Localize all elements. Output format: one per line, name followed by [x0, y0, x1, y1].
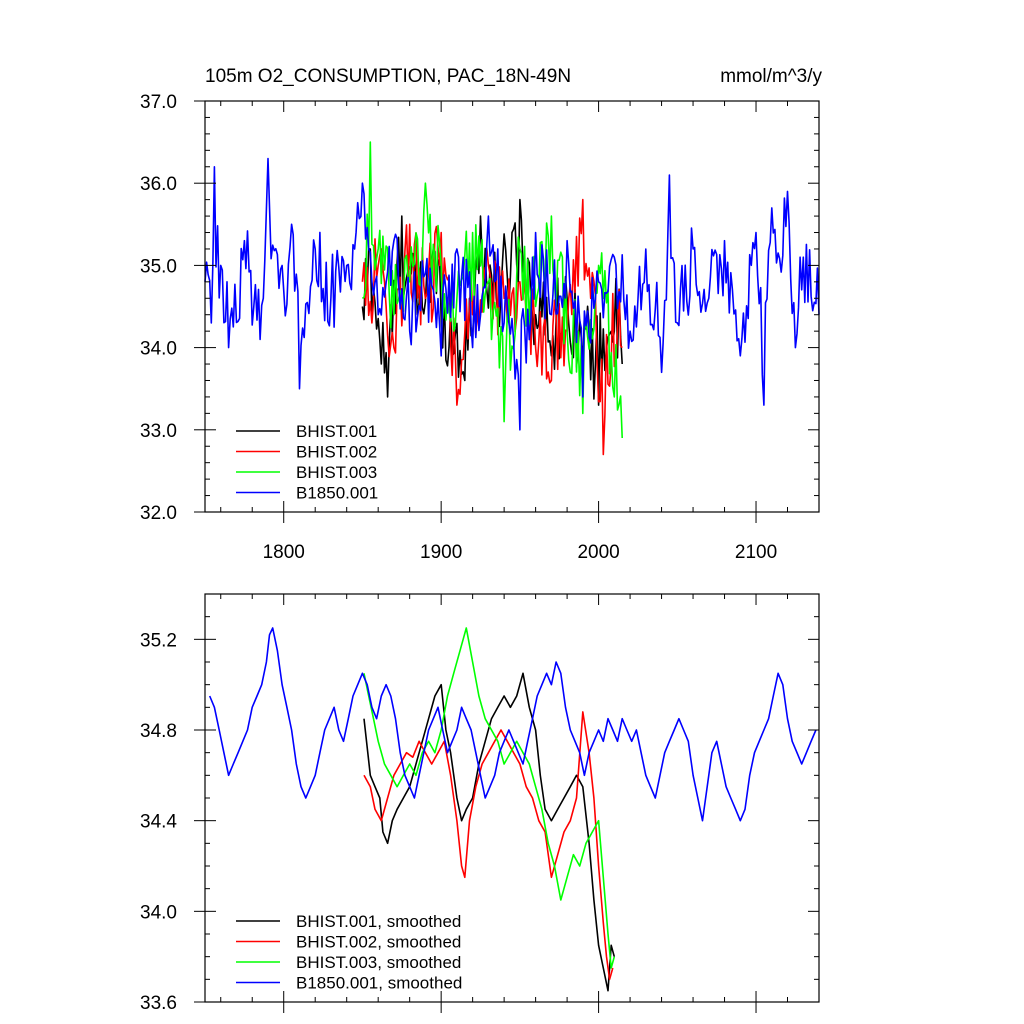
legend-entry-b1850-001: B1850.001	[296, 484, 378, 503]
legend-entry-bhist-001-smoothed: BHIST.001, smoothed	[296, 912, 461, 931]
legend-entry-bhist-003: BHIST.003	[296, 463, 377, 482]
series-line-b1850-001	[204, 157, 820, 431]
legend: BHIST.001, smoothed BHIST.002, smoothedBH…	[236, 912, 462, 993]
legend-entry-b1850-001-smoothed: B1850.001, smoothed	[296, 974, 462, 993]
series-line-bhist-002	[361, 198, 623, 456]
legend-entry-bhist-003-smoothed: BHIST.003, smoothed	[296, 953, 461, 972]
y-tick-label: 34.8	[140, 721, 177, 742]
y-tick-label: 37.0	[140, 92, 177, 113]
series-line-bhist-001-smoothed	[363, 672, 616, 992]
y-tick-label: 33.0	[140, 421, 177, 442]
y-tick-label: 32.0	[140, 503, 177, 524]
y-tick-label: 34.0	[140, 902, 177, 923]
top-units-label: mmol/m^3/y	[720, 66, 822, 87]
x-tick-label: 1800	[263, 542, 305, 563]
y-tick-label: 34.0	[140, 339, 177, 360]
series-line-bhist-002-smoothed	[363, 711, 614, 981]
legend-entry-bhist-001: BHIST.001	[296, 422, 377, 441]
legend-entry-bhist-002: BHIST.002	[296, 443, 377, 462]
y-tick-label: 34.4	[140, 812, 177, 833]
plot-frame	[204, 100, 820, 513]
legend-entry-bhist-002-smoothed: BHIST.002, smoothed	[296, 933, 461, 952]
x-tick-label: 2000	[577, 542, 619, 563]
x-tick-label: 1900	[420, 542, 462, 563]
y-tick-label: 35.0	[140, 256, 177, 277]
top-plot-area: 1800 1900 2000 2100 32.0 33.0 34.0 35.0 36.0 37.0…	[140, 92, 820, 563]
top-title: 105m O2_CONSUMPTION, PAC_18N-49N	[205, 66, 571, 87]
series-line-bhist-003	[361, 141, 623, 439]
series-line-bhist-003-smoothed	[363, 627, 616, 969]
top-panel: 1800 1900 2000 2100 32.0 33.0 34.0 35.0 36.0 37.0…	[140, 66, 822, 563]
series-line-b1850-001-smoothed	[208, 627, 817, 822]
y-tick-label: 33.6	[140, 993, 177, 1014]
y-tick-label: 35.2	[140, 630, 177, 651]
x-tick-label: 2100	[735, 542, 777, 563]
y-tick-label: 36.0	[140, 174, 177, 195]
